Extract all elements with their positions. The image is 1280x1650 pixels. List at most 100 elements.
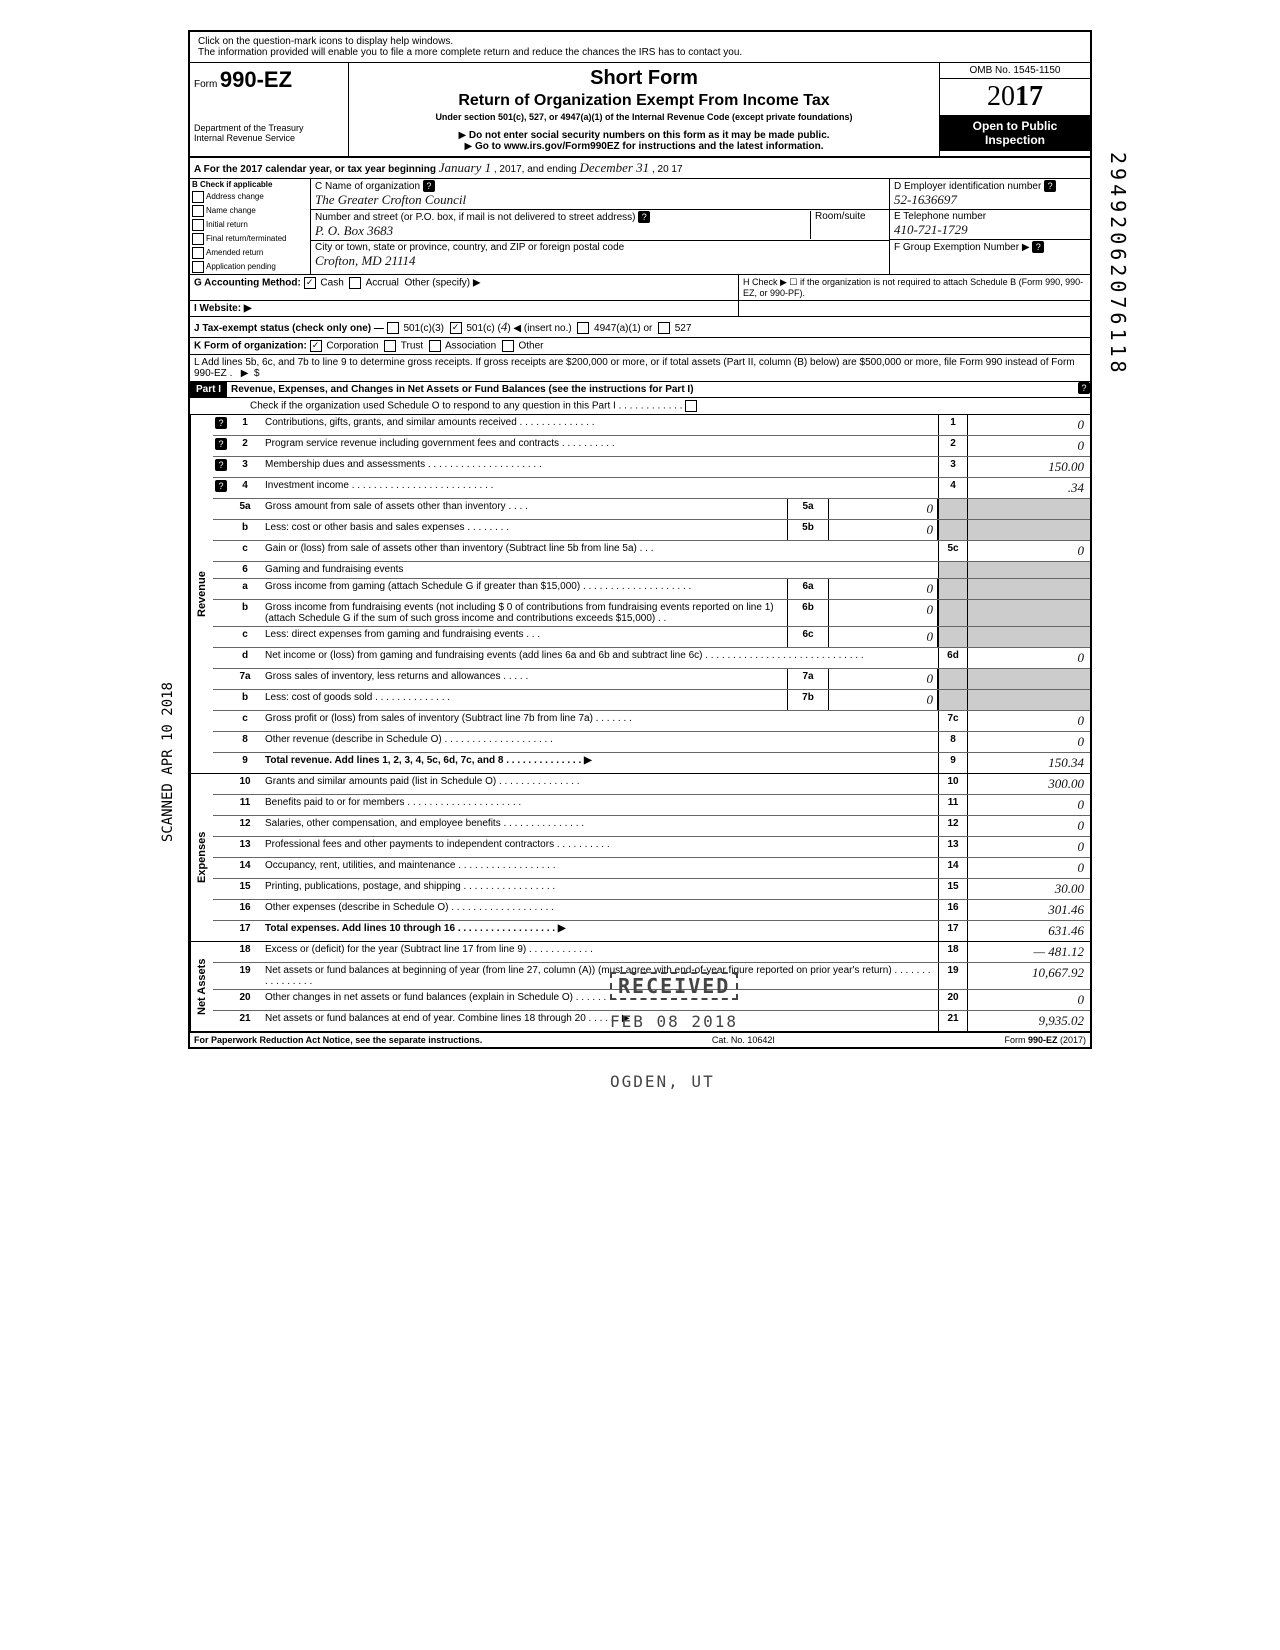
footer-mid: Cat. No. 10642I: [712, 1035, 775, 1045]
help-line2: The information provided will enable you…: [198, 47, 742, 58]
j-527: 527: [675, 323, 692, 334]
ld: Membership dues and assessments . . . . …: [261, 457, 938, 477]
rn: 1: [938, 415, 967, 435]
cb-cash[interactable]: [304, 277, 316, 289]
cb-501c[interactable]: [450, 322, 462, 334]
ld: Gain or (loss) from sale of assets other…: [261, 541, 938, 561]
i-label: I Website: ▶: [194, 303, 252, 314]
sn: 5a: [787, 499, 829, 519]
rv: 0: [967, 541, 1090, 561]
form-number: 990-EZ: [220, 67, 292, 92]
omb-number: OMB No. 1545-1150: [940, 63, 1090, 79]
ln: 19: [229, 963, 261, 989]
ld: Other changes in net assets or fund bala…: [261, 990, 938, 1010]
row-l: L Add lines 5b, 6c, and 7b to line 9 to …: [190, 355, 1090, 382]
rn: 2: [938, 436, 967, 456]
cb-4947[interactable]: [577, 322, 589, 334]
sh: [967, 690, 1090, 710]
ld: Occupancy, rent, utilities, and maintena…: [261, 858, 938, 878]
revenue-section: Revenue ?1Contributions, gifts, grants, …: [190, 415, 1090, 774]
org-name: The Greater Crofton Council: [315, 192, 466, 207]
rv: .34: [967, 478, 1090, 498]
j-501c: 501(c) (: [466, 323, 500, 334]
ln: 18: [229, 942, 261, 962]
expenses-lines: 10Grants and similar amounts paid (list …: [213, 774, 1090, 941]
rn: 13: [938, 837, 967, 857]
footer: For Paperwork Reduction Act Notice, see …: [190, 1033, 1090, 1047]
line-a: A For the 2017 calendar year, or tax yea…: [190, 158, 1090, 179]
cb-assoc[interactable]: [429, 340, 441, 352]
cb-address[interactable]: [192, 191, 204, 203]
ld: Investment income . . . . . . . . . . . …: [261, 478, 938, 498]
footer-right: Form 990-EZ (2017): [1004, 1035, 1086, 1045]
ld: Grants and similar amounts paid (list in…: [261, 774, 938, 794]
cb-501c3[interactable]: [387, 322, 399, 334]
mid-a: , 2017, and ending: [494, 164, 577, 175]
cb-amended[interactable]: [192, 247, 204, 259]
row-i: I Website: ▶: [190, 301, 1090, 317]
cb-scho[interactable]: [685, 400, 697, 412]
j-insert2: ) ◀ (insert no.): [507, 323, 571, 334]
cb-other[interactable]: [502, 340, 514, 352]
help-icon[interactable]: ?: [215, 480, 227, 492]
cb-accrual[interactable]: [349, 277, 361, 289]
help-icon[interactable]: ?: [215, 459, 227, 471]
help-icon[interactable]: ?: [1032, 241, 1044, 253]
footer-left: For Paperwork Reduction Act Notice, see …: [194, 1035, 482, 1045]
rv: 0: [967, 732, 1090, 752]
cb-name[interactable]: [192, 205, 204, 217]
help-icon[interactable]: ?: [638, 211, 650, 223]
addr-label: Number and street (or P.O. box, if mail …: [315, 212, 636, 223]
ld: Gross profit or (loss) from sales of inv…: [261, 711, 938, 731]
cb-pending[interactable]: [192, 261, 204, 273]
ld: Gross income from fundraising events (no…: [261, 600, 787, 626]
help-icon[interactable]: ?: [1078, 382, 1090, 394]
help-icon[interactable]: ?: [423, 180, 435, 192]
ld: Less: cost or other basis and sales expe…: [261, 520, 787, 540]
help-icon[interactable]: ?: [1044, 180, 1056, 192]
rn: 3: [938, 457, 967, 477]
rn: 19: [938, 963, 967, 989]
part1-header: Part I Revenue, Expenses, and Changes in…: [190, 382, 1090, 398]
cb-initial[interactable]: [192, 219, 204, 231]
k-label: K Form of organization:: [194, 341, 307, 352]
ln: 1: [229, 415, 261, 435]
cb-trust[interactable]: [384, 340, 396, 352]
ld: Excess or (deficit) for the year (Subtra…: [261, 942, 938, 962]
ssn-note: Do not enter social security numbers on …: [353, 130, 935, 141]
e-label: E Telephone number: [894, 211, 986, 222]
tax-year: 20201717: [940, 79, 1090, 115]
sh: [967, 627, 1090, 647]
under-section: Under section 501(c), 527, or 4947(a)(1)…: [353, 112, 935, 122]
city-label: City or town, state or province, country…: [315, 242, 624, 253]
rv: 0: [967, 816, 1090, 836]
rv: 30.00: [967, 879, 1090, 899]
header-right: OMB No. 1545-1150 20201717 Open to Publi…: [939, 63, 1090, 156]
cb-527[interactable]: [658, 322, 670, 334]
sv: 0: [829, 627, 938, 647]
ln: 8: [229, 732, 261, 752]
l-text: L Add lines 5b, 6c, and 7b to line 9 to …: [194, 357, 1075, 379]
row-j: J Tax-exempt status (check only one) — 5…: [190, 317, 1090, 338]
help-icon[interactable]: ?: [215, 417, 227, 429]
ln: 15: [229, 879, 261, 899]
ld: Other expenses (describe in Schedule O) …: [261, 900, 938, 920]
rv: 0: [967, 990, 1090, 1010]
ln: 6: [229, 562, 261, 578]
sv: 0: [829, 520, 938, 540]
cb-corp[interactable]: [310, 340, 322, 352]
sn: 5b: [787, 520, 829, 540]
irs-label: Internal Revenue Service: [194, 133, 344, 143]
ld: Gross amount from sale of assets other t…: [261, 499, 787, 519]
ln: 9: [229, 753, 261, 773]
ld: Contributions, gifts, grants, and simila…: [261, 415, 938, 435]
ln: 2: [229, 436, 261, 456]
help-icon[interactable]: ?: [215, 438, 227, 450]
b1: Name change: [206, 206, 256, 215]
ln: b: [229, 520, 261, 540]
part1-title: Revenue, Expenses, and Changes in Net As…: [227, 382, 1078, 397]
ssn-text: Do not enter social security numbers on …: [469, 130, 830, 141]
sv: 0: [829, 579, 938, 599]
cb-final[interactable]: [192, 233, 204, 245]
ln: c: [229, 711, 261, 731]
